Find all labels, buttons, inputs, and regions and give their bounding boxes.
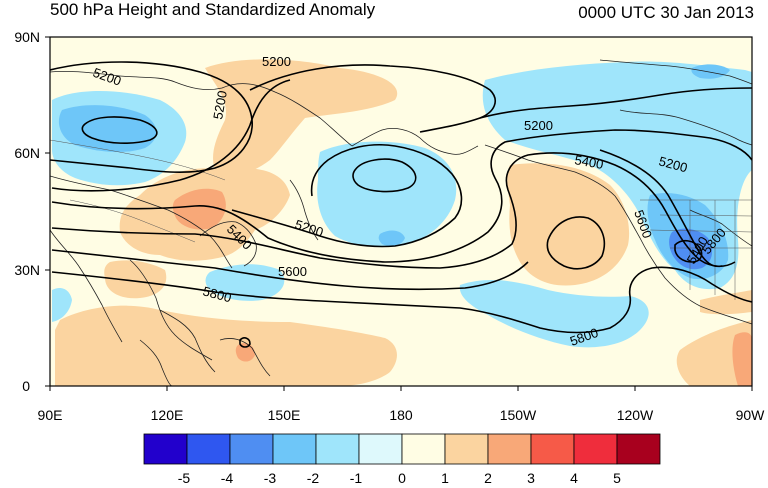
colorbar-swatch (616, 433, 661, 465)
longitude-axis: 90E 120E 150E 180 150W 120W 90W (38, 386, 766, 423)
contour-5400-pacific (51, 129, 752, 263)
colorbar (143, 433, 661, 465)
colorbar-swatch (573, 433, 618, 465)
contour-5200-gulf-low (674, 239, 703, 263)
contour-5600 (51, 152, 736, 269)
colorbar-tick-label: -5 (178, 470, 191, 486)
colorbar-tick-label: 1 (441, 470, 449, 486)
contour-label: 5200 (262, 54, 291, 69)
lon-label-180: 180 (389, 407, 413, 423)
contour-5400-ring (51, 79, 291, 192)
lon-label-90e: 90E (38, 407, 63, 423)
lat-label-0: 0 (22, 378, 30, 394)
contour-label: 5200 (524, 118, 553, 133)
contour-labels: 5200 5200 5200 5200 5200 5200 5400 5400 … (91, 54, 729, 349)
lon-label-120w: 120W (617, 407, 654, 423)
contour-5200-arctic-east (479, 87, 752, 119)
positive-anomaly-shading (55, 59, 752, 386)
colorbar-tick-label: -3 (264, 470, 277, 486)
contour-label: 5200 (210, 89, 230, 120)
contour-5400-gulf (599, 149, 723, 268)
political-borders (50, 139, 752, 300)
colorbar-tick-label: 2 (484, 470, 492, 486)
height-contours (50, 61, 752, 348)
colorbar-tick-label: 5 (613, 470, 621, 486)
colorbar-tick-labels: -5 -4 -3 -2 -1 0 1 2 3 4 5 (178, 470, 621, 486)
contour-5800-subtropical (51, 266, 752, 334)
contour-5800-small-closed (239, 337, 251, 348)
colorbar-swatch (186, 433, 231, 465)
colorbar-swatch (401, 433, 446, 465)
latitude-axis: 90N 60N 30N 0 (14, 29, 50, 394)
contour-label: 5400 (573, 152, 604, 172)
strong-negative-anomaly-shading (669, 228, 713, 270)
contour-label: 5200 (657, 153, 689, 175)
lon-label-120e: 120E (151, 407, 184, 423)
lat-label-90n: 90N (14, 29, 40, 45)
colorbar-tick-label: 4 (570, 470, 578, 486)
lon-label-150e: 150E (268, 407, 301, 423)
colorbar-tick-label: 3 (527, 470, 535, 486)
colorbar-tick-label: 0 (398, 470, 406, 486)
colorbar-tick-label: -1 (350, 470, 363, 486)
colorbar-swatch (530, 433, 575, 465)
contour-5800-lower (51, 249, 529, 291)
map-plot-area: 5200 5200 5200 5200 5200 5200 5400 5400 … (50, 37, 752, 386)
lon-label-90w: 90W (736, 407, 766, 423)
map-title: 500 hPa Height and Standardized Anomaly (50, 0, 376, 19)
contour-5200-arctic (50, 61, 253, 173)
colorbar-swatch (444, 433, 489, 465)
lat-label-30n: 30N (14, 262, 40, 278)
lon-label-150w: 150W (500, 407, 537, 423)
contour-5200-northeast (249, 64, 496, 133)
lat-label-60n: 60N (14, 145, 40, 161)
map-timestamp: 0000 UTC 30 Jan 2013 (578, 3, 754, 22)
colorbar-swatch (143, 433, 188, 465)
colorbar-swatch (315, 433, 360, 465)
colorbar-tick-label: -2 (307, 470, 320, 486)
colorbar-swatch (358, 433, 403, 465)
coastlines (50, 59, 752, 386)
colorbar-swatch (272, 433, 317, 465)
colorbar-swatch (229, 433, 274, 465)
contour-5200-west-low (81, 116, 158, 144)
colorbar-swatch (487, 433, 532, 465)
contour-5800-ridge (546, 216, 606, 270)
contour-5200-central-low (231, 143, 463, 248)
contour-5200-inner-low (352, 158, 417, 193)
colorbar-tick-label: -4 (221, 470, 234, 486)
contour-label: 5800 (201, 283, 233, 305)
contour-label: 5600 (278, 264, 307, 279)
